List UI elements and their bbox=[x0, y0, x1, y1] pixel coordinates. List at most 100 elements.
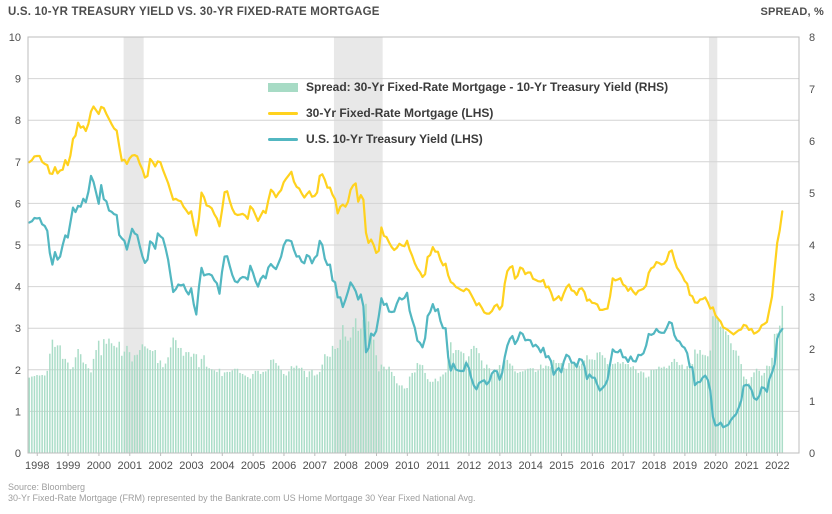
spread-bar bbox=[97, 340, 100, 453]
spread-bar bbox=[485, 364, 488, 453]
spread-bar bbox=[74, 357, 77, 453]
spread-bar bbox=[334, 349, 336, 453]
x-axis-label: 2003 bbox=[179, 460, 203, 472]
spread-bar bbox=[280, 369, 282, 453]
spread-bar bbox=[552, 359, 555, 453]
x-axis-label: 2009 bbox=[364, 460, 388, 472]
spread-bar bbox=[411, 372, 413, 453]
spread-bar bbox=[452, 353, 455, 453]
spread-bar bbox=[742, 376, 745, 453]
spread-bar bbox=[59, 345, 61, 453]
spread-bar bbox=[550, 367, 552, 453]
spread-bar bbox=[185, 352, 187, 453]
source-text: Source: Bloomberg bbox=[8, 482, 86, 492]
y-axis-label-right: 6 bbox=[809, 136, 815, 148]
y-axis-label-right: 0 bbox=[809, 448, 815, 460]
spread-bar bbox=[563, 367, 565, 453]
y-axis-label-left: 2 bbox=[15, 365, 21, 377]
spread-bar bbox=[113, 345, 115, 453]
spread-bar bbox=[660, 367, 663, 453]
spread-bar bbox=[164, 363, 167, 453]
spread-bar bbox=[110, 343, 113, 453]
legend-item-mortgage: 30-Yr Fixed-Rate Mortgage (LHS) bbox=[268, 100, 668, 126]
spread-bar bbox=[85, 364, 87, 453]
spread-bar bbox=[339, 339, 342, 453]
x-axis-label: 2020 bbox=[703, 460, 727, 472]
x-axis-label: 1998 bbox=[25, 460, 49, 472]
spread-bar bbox=[298, 368, 300, 453]
spread-bar bbox=[547, 366, 550, 453]
spread-bar bbox=[87, 368, 90, 453]
spread-bar bbox=[380, 364, 383, 453]
spread-bar bbox=[406, 388, 408, 453]
spread-bar bbox=[159, 360, 162, 453]
spread-bar bbox=[619, 363, 622, 453]
spread-bar bbox=[180, 347, 182, 453]
spread-bar bbox=[506, 359, 509, 453]
spread-bar bbox=[730, 343, 732, 453]
spread-bar bbox=[527, 368, 529, 453]
spread-bar bbox=[678, 365, 681, 453]
spread-bar bbox=[676, 362, 678, 453]
spread-bar bbox=[617, 362, 619, 453]
spread-bar bbox=[599, 352, 601, 453]
spread-bar bbox=[398, 385, 401, 453]
spread-bar bbox=[529, 368, 532, 453]
spread-bar bbox=[694, 349, 696, 453]
spread-bar bbox=[545, 365, 547, 453]
spread-bar bbox=[195, 354, 198, 453]
spread-bar bbox=[432, 381, 434, 453]
spread-bar bbox=[442, 374, 444, 453]
spread-bar bbox=[714, 315, 717, 453]
spread-bar bbox=[462, 353, 465, 453]
spread-bar bbox=[701, 354, 704, 453]
spread-bar bbox=[318, 371, 321, 453]
spread-bar bbox=[262, 371, 264, 453]
spread-bar bbox=[128, 352, 131, 453]
spread-bar bbox=[365, 303, 367, 453]
spread-bar bbox=[473, 345, 475, 453]
legend-label-spread: Spread: 30-Yr Fixed-Rate Mortgage - 10-Y… bbox=[306, 80, 669, 94]
spread-bar bbox=[46, 370, 49, 453]
y-axis-label-right: 7 bbox=[809, 84, 815, 96]
spread-bar bbox=[712, 316, 714, 453]
spread-bar bbox=[444, 372, 447, 453]
spread-bar bbox=[162, 367, 164, 453]
spread-bar bbox=[244, 375, 246, 453]
spread-bar bbox=[632, 366, 634, 453]
y-axis-label-right: 1 bbox=[809, 396, 815, 408]
mortgage-swatch-icon bbox=[268, 111, 298, 115]
spread-bar bbox=[54, 346, 56, 453]
right-axis-title: SPREAD, % bbox=[760, 6, 824, 18]
spread-bar bbox=[519, 371, 521, 453]
x-axis-label: 2006 bbox=[272, 460, 296, 472]
spread-bar bbox=[378, 371, 380, 453]
spread-bar bbox=[419, 364, 421, 453]
spread-bar bbox=[611, 364, 614, 453]
spread-bar bbox=[221, 376, 223, 453]
chart-footer: Source: Bloomberg 30-Yr Fixed-Rate Mortg… bbox=[8, 482, 476, 504]
spread-bar bbox=[763, 372, 766, 453]
spread-bar bbox=[277, 365, 280, 453]
spread-bar bbox=[213, 370, 216, 453]
spread-bar bbox=[300, 367, 303, 453]
spread-bar bbox=[77, 349, 79, 453]
spread-bar bbox=[426, 379, 429, 453]
spread-bar bbox=[115, 347, 118, 453]
spread-bar bbox=[781, 305, 784, 453]
spread-bar bbox=[354, 318, 357, 453]
spread-bar bbox=[324, 354, 326, 453]
x-axis-label: 2004 bbox=[210, 460, 234, 472]
spread-bar bbox=[288, 371, 290, 453]
spread-bar bbox=[465, 360, 467, 453]
spread-bar bbox=[205, 366, 208, 453]
spread-bar bbox=[503, 360, 506, 453]
y-axis-label-left: 6 bbox=[15, 198, 21, 210]
spread-bar bbox=[293, 367, 295, 453]
spread-bar bbox=[321, 364, 324, 453]
spread-bar bbox=[699, 350, 701, 453]
spread-bar bbox=[509, 363, 511, 453]
spread-bar bbox=[344, 336, 347, 453]
spread-bar bbox=[570, 362, 573, 453]
spread-bar bbox=[573, 363, 575, 453]
